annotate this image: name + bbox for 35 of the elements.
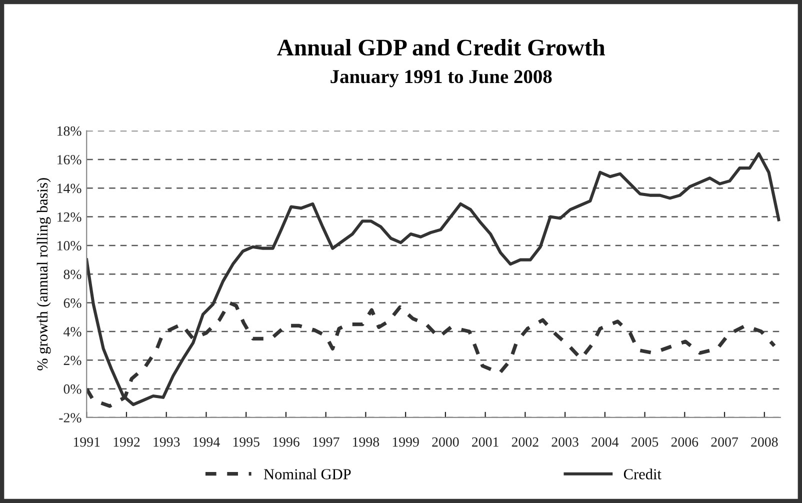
x-tick-label: 1994 [194,437,220,447]
y-tick-label: 18% [58,126,82,136]
x-tick-label: 1996 [273,437,300,447]
x-tick-label: 2005 [632,437,658,447]
x-tick-label: 2003 [552,437,578,447]
x-tick-label: 1999 [392,437,419,447]
x-tick-label: 1997 [313,437,340,447]
y-tick-label: 14% [58,184,82,194]
x-tick-label: 2008 [751,437,778,447]
y-tick-label: 2% [64,356,82,366]
x-tick-label: 2004 [592,437,619,447]
x-tick-label: 2007 [711,437,738,447]
x-tick-label: 2001 [472,437,498,447]
x-tick-label: 1995 [233,437,260,447]
y-tick-label: 12% [58,212,82,222]
x-tick-label: 2002 [512,437,538,447]
legend-label: Credit [624,468,662,480]
chart-subtitle: January 1991 to June 2008 [330,70,552,88]
x-tick-label: 2000 [432,437,459,447]
x-tick-label: 1991 [74,437,100,447]
line-series [86,152,780,406]
chart-title: Annual GDP and Credit Growth [277,38,605,56]
y-tick-label: 10% [58,241,82,250]
x-tick-label: 1998 [353,437,380,447]
y-tick-label: -2% [59,413,82,422]
legend-label: Nominal GDP [264,468,351,480]
x-tick-label: 1992 [114,437,140,447]
y-tick-label: 6% [64,298,82,308]
x-tick-label: 2006 [671,437,698,447]
x-tick-label: 1993 [154,437,180,447]
y-tick-label: 16% [58,155,82,164]
y-tick-label: 4% [64,327,82,336]
y-tick-label: 0% [64,384,82,394]
y-tick-label: 8% [64,270,82,280]
y-axis-title: % growth (annual rolling basis) [36,178,51,370]
